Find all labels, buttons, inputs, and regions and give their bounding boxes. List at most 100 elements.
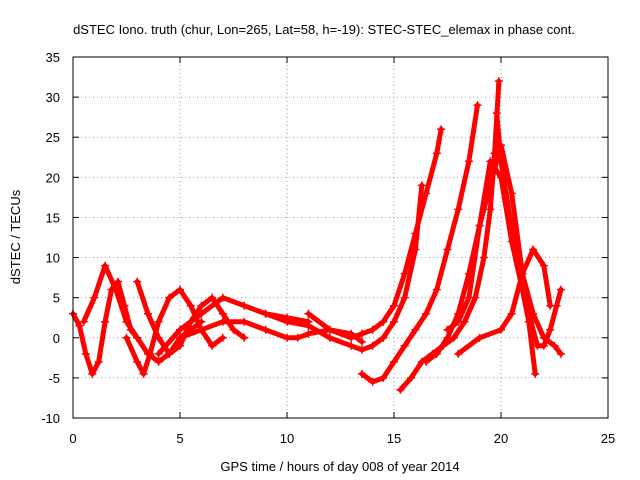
y-tick-label: 0 — [53, 331, 60, 346]
data-point-marker — [411, 325, 420, 334]
data-point-marker — [146, 349, 155, 358]
data-point-marker — [497, 173, 505, 182]
data-point-marker — [90, 293, 99, 302]
data-point-marker — [208, 341, 217, 350]
data-point-marker — [396, 385, 405, 394]
data-point-marker — [556, 285, 565, 294]
data-point-marker — [379, 333, 388, 342]
data-point-marker — [422, 309, 431, 318]
data-point-marker — [261, 325, 270, 334]
data-point-marker — [111, 285, 120, 294]
data-point-marker — [379, 317, 388, 326]
data-point-marker — [390, 357, 398, 366]
data-point-marker — [486, 157, 495, 166]
data-point-marker — [240, 317, 249, 326]
x-tick-label: 5 — [176, 431, 183, 446]
data-point-marker — [154, 333, 163, 342]
data-point-marker — [497, 325, 505, 334]
series-sat-h — [305, 126, 444, 341]
data-point-marker — [546, 301, 555, 310]
series-sat-g — [263, 182, 425, 353]
data-point-marker — [390, 301, 398, 310]
data-point-marker — [473, 101, 482, 110]
data-point-marker — [176, 333, 184, 342]
data-point-marker — [122, 317, 131, 326]
data-point-marker — [113, 277, 122, 286]
series-sat-j — [397, 78, 502, 393]
x-axis-label: GPS time / hours of day 008 of year 2014 — [220, 459, 459, 474]
data-point-marker — [133, 357, 142, 366]
data-point-marker — [400, 341, 409, 350]
data-point-marker — [443, 245, 452, 254]
x-tick-label: 25 — [601, 431, 615, 446]
y-tick-label: 5 — [53, 291, 60, 306]
data-point-marker — [218, 333, 227, 342]
data-point-marker — [507, 189, 516, 198]
data-point-marker — [101, 261, 110, 270]
data-point-marker — [479, 253, 488, 262]
data-point-marker — [492, 109, 501, 118]
y-tick-label: 15 — [46, 210, 60, 225]
data-point-marker — [154, 349, 163, 358]
data-point-marker — [240, 333, 249, 342]
series-sat-m — [445, 158, 538, 377]
data-point-marker — [79, 317, 88, 326]
x-tick-label: 10 — [280, 431, 294, 446]
x-tick-label: 20 — [494, 431, 508, 446]
data-point-marker — [88, 369, 97, 378]
chart-title: dSTEC Iono. truth (chur, Lon=265, Lat=58… — [73, 22, 575, 37]
data-point-marker — [75, 321, 84, 330]
series-sat-n — [455, 247, 553, 357]
data-point-marker — [122, 333, 131, 342]
data-point-marker — [229, 325, 238, 334]
data-point-marker — [81, 349, 90, 358]
data-point-marker — [325, 325, 334, 334]
data-point-marker — [539, 341, 548, 350]
data-point-marker — [357, 345, 366, 354]
data-point-marker — [454, 349, 463, 358]
y-tick-label: 35 — [46, 50, 60, 65]
y-tick-label: -5 — [48, 371, 60, 386]
data-point-marker — [422, 357, 431, 366]
data-point-marker — [437, 125, 446, 134]
data-point-marker — [143, 309, 152, 318]
data-point-marker — [464, 157, 473, 166]
data-point-marker — [176, 341, 184, 350]
data-point-marker — [208, 293, 217, 302]
data-point-marker — [347, 341, 356, 350]
data-point-marker — [531, 369, 540, 378]
data-point-marker — [368, 341, 377, 350]
data-point-marker — [133, 277, 142, 286]
data-point-marker — [304, 329, 313, 338]
data-point-marker — [283, 317, 291, 326]
data-point-marker — [518, 269, 527, 278]
data-point-marker — [390, 317, 398, 326]
data-point-marker — [283, 333, 291, 342]
data-point-marker — [357, 337, 366, 346]
data-point-marker — [218, 309, 227, 318]
data-point-marker — [422, 189, 431, 198]
data-point-marker — [464, 293, 473, 302]
y-tick-label: 30 — [46, 90, 60, 105]
data-point-marker — [497, 157, 505, 166]
data-point-marker — [475, 333, 484, 342]
data-point-marker — [524, 317, 533, 326]
data-point-marker — [432, 149, 441, 158]
axis-ticks: 0 5 10 15 20 25 -10 -5 0 5 10 15 20 25 30 35 — [41, 50, 615, 446]
data-point-marker — [556, 349, 565, 358]
gridlines — [73, 57, 608, 418]
data-point-marker — [347, 333, 356, 342]
data-point-marker — [325, 333, 334, 342]
data-point-marker — [539, 261, 548, 270]
plot-frame — [72, 56, 609, 419]
x-tick-label: 15 — [387, 431, 401, 446]
y-tick-label: -10 — [41, 411, 60, 426]
data-point-marker — [454, 317, 463, 326]
data-point-marker — [432, 285, 441, 294]
y-tick-label: 10 — [46, 251, 60, 266]
data-point-marker — [197, 309, 206, 318]
data-point-marker — [443, 325, 452, 334]
data-point-marker — [186, 301, 195, 310]
data-point-marker — [494, 77, 503, 86]
